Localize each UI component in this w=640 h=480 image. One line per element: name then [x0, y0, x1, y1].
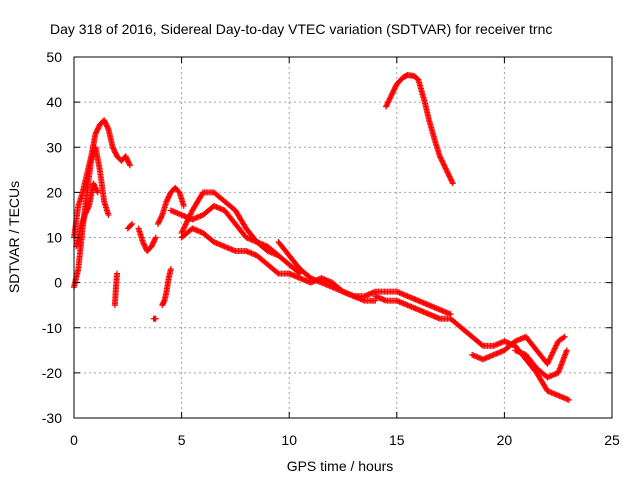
data-point: [445, 170, 452, 177]
y-tick-label: 40: [46, 94, 62, 110]
data-point: [152, 235, 159, 242]
data-point: [444, 169, 451, 176]
x-tick-label: 10: [281, 432, 297, 448]
x-tick-label: 15: [389, 432, 405, 448]
data-point: [387, 94, 394, 101]
data-point: [447, 176, 454, 183]
data-point: [384, 99, 391, 106]
data-point: [158, 213, 165, 220]
data-point: [440, 161, 447, 168]
data-point: [449, 180, 456, 187]
data-point: [442, 165, 449, 172]
data-point: [386, 95, 393, 102]
data-point: [385, 98, 392, 105]
x-tick-label: 25: [604, 432, 620, 448]
data-point: [439, 158, 446, 165]
data-point: [560, 334, 567, 341]
y-tick-label: -30: [42, 410, 62, 426]
data-point: [85, 204, 92, 211]
data-point: [449, 178, 456, 185]
axis-ticks: 0 5 10 15 20 25 -30 -20 -10 0 10 20 30 40 50: [42, 49, 620, 448]
data-point: [167, 266, 174, 273]
data-point: [446, 173, 453, 180]
data-point: [443, 168, 450, 175]
data-point: [104, 124, 111, 131]
data-point: [478, 341, 485, 348]
data-points: [71, 72, 572, 403]
data-point: [128, 222, 135, 229]
data-point: [442, 164, 449, 171]
chart-title: Day 318 of 2016, Sidereal Day-to-day VTE…: [50, 21, 552, 37]
y-tick-label: 50: [46, 49, 62, 65]
data-point: [94, 188, 101, 195]
data-point: [443, 166, 450, 173]
data-point: [448, 177, 455, 184]
data-point: [384, 100, 391, 107]
data-point: [114, 270, 121, 277]
data-point: [388, 91, 395, 98]
data-point: [440, 160, 447, 167]
data-point: [445, 172, 452, 179]
data-point: [152, 315, 159, 322]
data-point: [152, 234, 159, 241]
y-axis-label: SDTVAR / TECUs: [6, 181, 22, 293]
x-tick-label: 20: [497, 432, 513, 448]
y-tick-label: 30: [46, 139, 62, 155]
y-tick-label: 20: [46, 184, 62, 200]
data-point: [126, 162, 133, 169]
data-point: [94, 189, 101, 196]
data-point: [437, 154, 444, 161]
data-point: [105, 211, 112, 218]
x-axis-label: GPS time / hours: [287, 458, 394, 474]
data-point: [126, 161, 133, 168]
data-point: [438, 157, 445, 164]
data-point: [447, 174, 454, 181]
y-tick-label: -20: [42, 365, 62, 381]
y-tick-label: -10: [42, 320, 62, 336]
data-point: [388, 92, 395, 99]
data-point: [180, 202, 187, 209]
y-tick-label: 0: [54, 275, 62, 291]
data-point: [383, 103, 390, 110]
x-tick-label: 0: [70, 432, 78, 448]
data-point: [383, 102, 390, 109]
data-point: [565, 396, 572, 403]
x-tick-label: 5: [178, 432, 186, 448]
data-point: [438, 155, 445, 162]
data-point: [129, 220, 136, 227]
data-point: [561, 333, 568, 340]
data-point: [441, 162, 448, 169]
data-point: [386, 96, 393, 103]
data-point: [563, 347, 570, 354]
data-point: [436, 153, 443, 160]
y-tick-label: 10: [46, 230, 62, 246]
data-point: [274, 269, 281, 276]
